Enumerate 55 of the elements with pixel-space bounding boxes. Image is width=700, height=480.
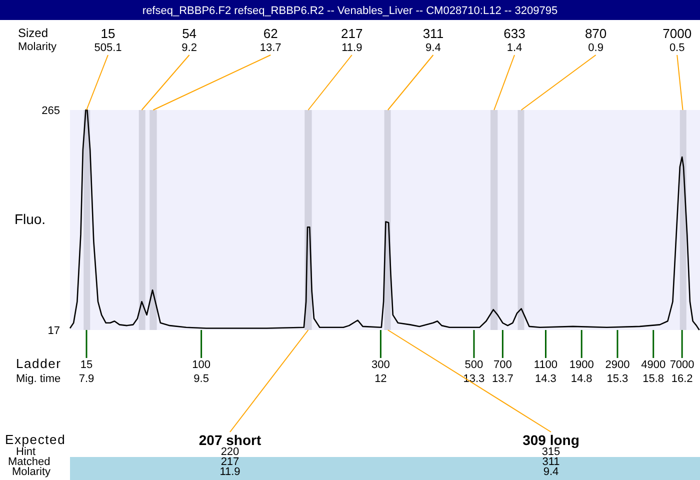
text: 0.9	[588, 42, 604, 54]
text: 1900	[569, 359, 594, 371]
annotation: 207 short	[198, 432, 262, 448]
text: 7000	[670, 359, 694, 371]
text: 9.2	[182, 42, 197, 54]
annotation: 870	[584, 26, 607, 41]
text: 315	[542, 446, 560, 458]
text: 505.1	[94, 42, 122, 54]
text: 2900	[605, 359, 630, 371]
text: 500	[464, 359, 484, 371]
annotation: 7000	[662, 26, 692, 41]
text: Hint	[16, 446, 36, 458]
text: Molarity	[18, 41, 58, 53]
text: 0.5	[669, 42, 685, 54]
text: 11.9	[220, 466, 240, 478]
text: Molarity	[12, 466, 52, 478]
text: Sized	[18, 26, 48, 40]
text: 9.4	[543, 466, 559, 478]
annotation: 62	[263, 26, 278, 41]
x-tick-label: 15.8	[642, 373, 664, 385]
text: 700	[493, 359, 512, 371]
text: Expected	[5, 432, 66, 447]
annotation: 217	[341, 26, 363, 41]
text: 4900	[641, 359, 666, 371]
x-tick-label: 7.9	[78, 373, 94, 385]
text: Ladder	[16, 356, 62, 371]
y-tick-label: 265	[42, 105, 60, 117]
text: Mig. time	[16, 373, 61, 385]
x-tick-label: 15.3	[606, 373, 628, 385]
text: 11.9	[342, 42, 362, 54]
x-tick-label: 16.2	[671, 373, 693, 385]
x-tick-label: 13.7	[492, 373, 514, 385]
text: 9.4	[426, 42, 441, 54]
x-tick-label: 9.5	[194, 373, 209, 385]
x-tick-label: 12	[374, 373, 387, 385]
text: 300	[372, 359, 390, 371]
annotation: 309 long	[522, 432, 580, 448]
text: 15	[80, 359, 93, 371]
y-tick-label: 17	[48, 325, 60, 337]
annotation: 311	[422, 26, 444, 41]
x-tick-label: 14.3	[535, 373, 556, 385]
text: 220	[220, 446, 240, 458]
chart-title: refseq_RBBP6.F2 refseq_RBBP6.R2 -- Venables_Liver -- CM028710:L12 -- 3209795	[142, 5, 558, 17]
text: 13.7	[260, 42, 282, 54]
text: 311	[542, 456, 560, 468]
x-tick-label: 14.8	[570, 373, 592, 385]
annotation: 54	[182, 26, 197, 41]
text: Matched	[8, 456, 50, 468]
text: 217	[220, 456, 240, 468]
text: 1.4	[506, 42, 522, 54]
text: 1100	[534, 359, 558, 371]
annotation: 15	[100, 26, 116, 41]
annotation: 633	[504, 26, 526, 41]
text: 100	[192, 359, 210, 371]
y-axis-title: Fluo.	[14, 211, 46, 227]
